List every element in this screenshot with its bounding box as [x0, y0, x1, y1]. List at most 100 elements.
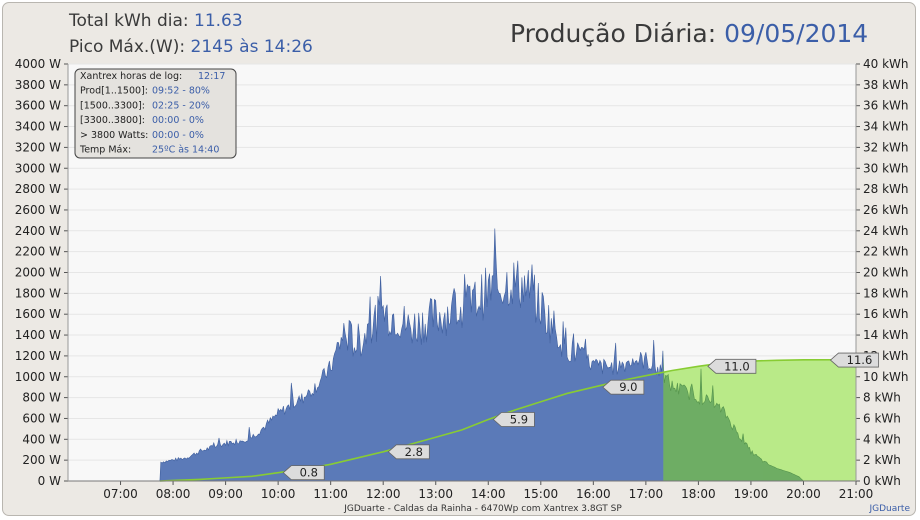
energy-label-box — [282, 465, 325, 481]
energy-label-text: 9.0 — [619, 380, 637, 394]
footer-text: JGDuarte - Caldas da Rainha - 6470Wp com… — [343, 504, 622, 514]
axes: 0 W 200 W 400 W 600 W 800 W 1000 W 1200 W 1400 … — [15, 57, 909, 501]
energy-label: 11.0 — [707, 358, 757, 374]
right-tick-label: 24 kWh — [863, 224, 909, 238]
legend-row-value: 02:25 - 20% — [152, 100, 210, 111]
x-tick-label: 19:00 — [734, 487, 769, 501]
left-tick-label: 0 W — [38, 474, 61, 488]
left-tick-label: 2400 W — [15, 224, 61, 238]
right-tick-label: 20 kWh — [863, 266, 909, 280]
right-tick-label: 16 kWh — [863, 307, 909, 321]
right-tick-label: 0 kWh — [863, 474, 901, 488]
x-tick-label: 08:00 — [156, 487, 191, 501]
footer-credit: JGDuarte — [868, 504, 910, 514]
left-tick-label: 800 W — [22, 391, 61, 405]
right-tick-label: 4 kWh — [863, 432, 901, 446]
energy-label: 5.9 — [492, 412, 535, 427]
legend-row-value: 09:52 - 80% — [152, 86, 210, 97]
legend-row-value: 00:00 - 0% — [152, 130, 204, 141]
energy-label-text: 5.9 — [510, 412, 528, 426]
left-tick-label: 3400 W — [15, 120, 61, 134]
x-tick-label: 17:00 — [629, 487, 664, 501]
total-kwh-value: 11.63 — [194, 11, 243, 31]
right-tick-label: 2 kWh — [863, 453, 901, 467]
left-tick-label: 2600 W — [15, 203, 61, 217]
legend-row-label: > 3800 Watts: — [80, 130, 148, 141]
energy-label-box — [707, 358, 757, 374]
x-tick-label: 15:00 — [524, 487, 559, 501]
energy-label-text: 11.6 — [847, 353, 873, 367]
left-tick-label: 1000 W — [15, 370, 61, 384]
energy-labels: 0.8 2.8 5.9 9.0 11.0 11.6 — [282, 352, 879, 481]
left-tick-label: 3600 W — [15, 99, 61, 113]
energy-label-text: 11.0 — [724, 359, 750, 373]
legend-box — [74, 68, 237, 159]
legend-row-label: Xantrex horas de log: — [80, 71, 182, 82]
right-tick-label: 8 kWh — [863, 391, 901, 405]
energy-label: 11.6 — [829, 352, 879, 368]
right-tick-label: 6 kWh — [863, 411, 901, 425]
x-tick-label: 09:00 — [208, 487, 243, 501]
legend-row-label: [3300..3800]: — [80, 115, 145, 126]
peak-power-label: Pico Máx.(W): — [69, 37, 186, 57]
right-tick-label: 26 kWh — [863, 203, 909, 217]
left-tick-label: 200 W — [22, 453, 61, 467]
peak-power-value: 2145 às 14:26 — [190, 37, 313, 57]
legend-row-label: [1500..3300]: — [80, 100, 145, 111]
left-tick-label: 1200 W — [15, 349, 61, 363]
energy-label-text: 2.8 — [405, 445, 423, 459]
right-tick-label: 18 kWh — [863, 286, 909, 300]
energy-label-box — [602, 379, 645, 395]
right-tick-label: 28 kWh — [863, 182, 909, 196]
power-area-evening — [663, 354, 804, 481]
right-tick-label: 22 kWh — [863, 245, 909, 259]
x-tick-label: 20:00 — [786, 487, 821, 501]
left-tick-label: 2800 W — [15, 182, 61, 196]
total-kwh: Total kWh dia: 11.63 — [69, 11, 243, 31]
left-tick-label: 2000 W — [15, 266, 61, 280]
energy-label-box — [492, 412, 535, 427]
x-tick-label: 10:00 — [261, 487, 296, 501]
left-tick-label: 400 W — [22, 432, 61, 446]
power-area-morning — [159, 228, 664, 481]
chart-title: Produção Diária: 09/05/2014 — [510, 19, 868, 48]
left-tick-label: 1400 W — [15, 328, 61, 342]
power-area — [159, 228, 804, 481]
stats-legend: Xantrex horas de log: 12:17 Prod[1..1500]:… — [74, 68, 237, 159]
energy-label-box — [387, 444, 430, 460]
x-tick-label: 18:00 — [681, 487, 716, 501]
energy-label: 2.8 — [387, 444, 430, 460]
energy-label-text: 0.8 — [300, 466, 318, 480]
right-tick-label: 30 kWh — [863, 161, 909, 175]
x-tick-label: 21:00 — [839, 487, 874, 501]
peak-power: Pico Máx.(W): 2145 às 14:26 — [69, 37, 313, 57]
title-date: 09/05/2014 — [724, 19, 869, 48]
right-tick-label: 40 kWh — [863, 57, 909, 71]
energy-label: 0.8 — [282, 465, 325, 481]
left-tick-label: 4000 W — [15, 57, 61, 71]
right-tick-label: 38 kWh — [863, 78, 909, 92]
title-label: Produção Diária: — [510, 19, 717, 48]
energy-label: 9.0 — [602, 379, 645, 395]
x-tick-label: 16:00 — [576, 487, 611, 501]
right-tick-label: 36 kWh — [863, 99, 909, 113]
right-tick-label: 10 kWh — [863, 370, 909, 384]
left-tick-label: 2200 W — [15, 245, 61, 259]
legend-row-label: Temp Máx: — [79, 145, 131, 156]
x-tick-label: 12:00 — [366, 487, 401, 501]
legend-row-value: 12:17 — [198, 71, 225, 82]
left-tick-label: 3200 W — [15, 140, 61, 154]
right-tick-label: 34 kWh — [863, 120, 909, 134]
left-tick-label: 3000 W — [15, 161, 61, 175]
x-tick-label: 13:00 — [418, 487, 453, 501]
left-tick-label: 600 W — [22, 411, 61, 425]
left-tick-label: 1800 W — [15, 286, 61, 300]
legend-row-value: 25ºC às 14:40 — [152, 145, 219, 156]
energy-label-box — [829, 352, 879, 368]
right-tick-label: 32 kWh — [863, 140, 909, 154]
x-tick-label: 14:00 — [471, 487, 506, 501]
left-tick-label: 3800 W — [15, 78, 61, 92]
total-kwh-label: Total kWh dia: — [69, 11, 189, 31]
legend-row-label: Prod[1..1500]: — [80, 86, 148, 97]
